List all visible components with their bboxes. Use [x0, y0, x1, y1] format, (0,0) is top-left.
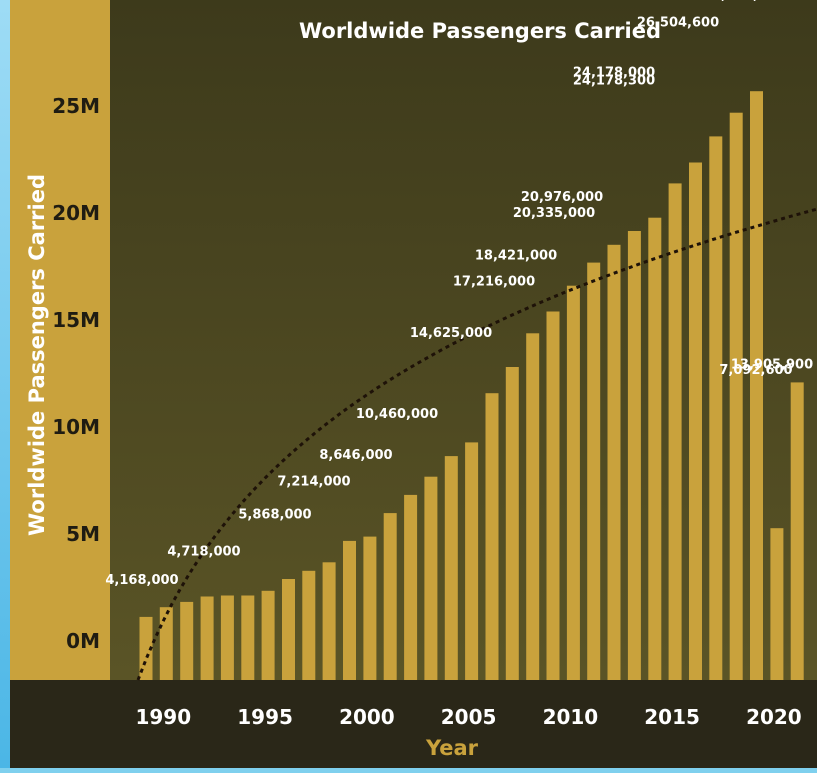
x-axis-label: Year	[425, 736, 479, 760]
bar	[159, 607, 173, 680]
bar	[790, 382, 804, 680]
trend-line	[136, 207, 817, 681]
x-tick-label: 2000	[339, 705, 395, 729]
y-tick-labels: 0M 5M 10M 15M 20M 25M	[52, 94, 100, 653]
data-labels: 4,168,000 4,718,000 5,868,000 7,214,000 8,64…	[105, 0, 813, 588]
data-label: 5,868,000	[238, 507, 311, 522]
bar	[648, 217, 662, 680]
x-tick-labels: 1990 1995 2000 2005 2010 2015 2020	[135, 705, 801, 729]
bar	[729, 112, 743, 680]
data-label: 13,905,900	[731, 357, 813, 372]
bar	[689, 162, 702, 680]
data-label: 20,976,000	[521, 190, 603, 205]
y-tick-label: 20M	[52, 201, 100, 225]
data-label: 26,504,600	[637, 16, 719, 31]
bar	[627, 231, 641, 680]
data-label: 10,460,000	[356, 407, 438, 422]
bar	[709, 136, 723, 680]
x-tick-label: 2020	[746, 705, 802, 729]
x-tick-label: 2015	[644, 705, 700, 729]
data-label: 7,092,600	[719, 363, 792, 378]
data-label: 17,216,000	[453, 275, 535, 290]
bar	[505, 367, 519, 680]
bar	[566, 285, 580, 680]
x-tick-label: 2005	[441, 705, 497, 729]
bar	[750, 91, 763, 680]
bottom-band	[10, 680, 817, 768]
bar	[404, 494, 418, 680]
bar	[383, 513, 397, 680]
bar	[343, 540, 356, 680]
bar	[261, 590, 275, 680]
x-tick-label: 1990	[135, 705, 191, 729]
bar	[424, 476, 438, 680]
data-label: 20,335,000	[513, 206, 595, 221]
y-tick-label: 15M	[52, 308, 100, 332]
x-tick-label: 1995	[237, 705, 293, 729]
bar	[220, 595, 234, 680]
data-label: 4,718,000	[167, 545, 240, 560]
y-tick-label: 25M	[52, 94, 100, 118]
data-label: 18,421,000	[475, 249, 557, 264]
y-axis-label: Worldwide Passengers Carried	[25, 174, 49, 536]
data-label: 27,508,900	[703, 0, 785, 3]
bar	[546, 311, 560, 680]
data-label: 14,625,000	[410, 326, 492, 341]
bar	[282, 579, 295, 680]
bar	[485, 393, 499, 680]
bar	[241, 595, 255, 680]
data-label: 24,178,000	[573, 66, 655, 81]
data-label: 7,214,000	[277, 475, 350, 490]
bar	[302, 570, 316, 680]
left-axis-panel	[10, 0, 110, 680]
bar	[465, 442, 479, 680]
data-label: 24,178,300	[573, 74, 655, 89]
bar	[180, 601, 194, 680]
y-tick-label: 10M	[52, 415, 100, 439]
y-tick-label: 5M	[66, 522, 100, 546]
bar	[200, 596, 214, 680]
data-label: 4,168,000	[105, 573, 178, 588]
bars	[139, 91, 804, 681]
bar	[444, 456, 458, 680]
bar	[526, 333, 540, 680]
bar	[770, 528, 784, 680]
y-tick-label: 0M	[66, 629, 100, 653]
x-tick-label: 2010	[543, 705, 599, 729]
left-edge-strip	[0, 0, 10, 768]
bar	[607, 244, 621, 681]
bar	[668, 183, 682, 680]
data-label: 8,646,000	[319, 448, 392, 463]
bar	[363, 536, 377, 680]
bar	[322, 562, 336, 680]
chart-title: Worldwide Passengers Carried	[299, 19, 661, 43]
bar	[587, 262, 601, 680]
